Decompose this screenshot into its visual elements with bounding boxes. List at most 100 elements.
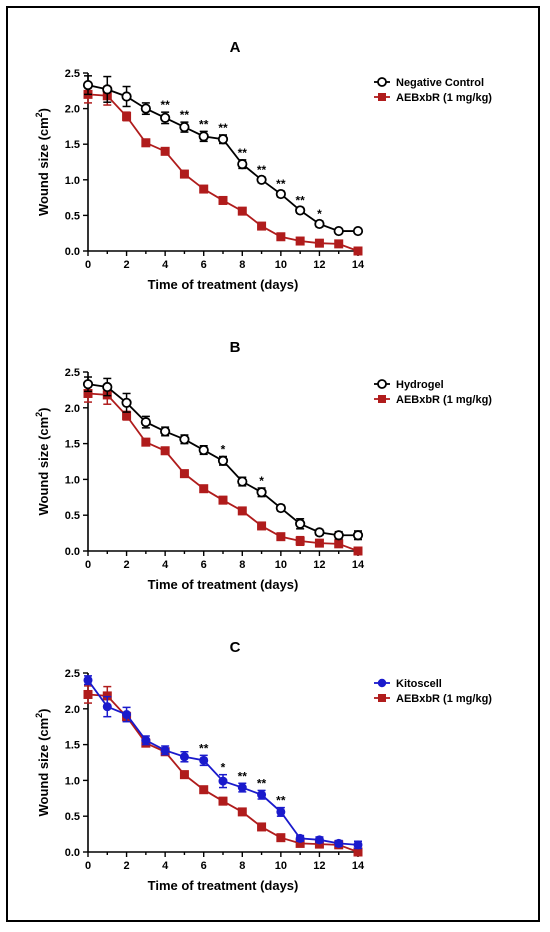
data-point [256, 174, 267, 185]
data-point [334, 838, 344, 848]
y-tick-label: 0.0 [65, 246, 80, 258]
data-point [276, 232, 286, 242]
data-point [237, 783, 247, 793]
data-point [256, 487, 267, 498]
x-tick-label: 4 [162, 259, 169, 271]
y-axis-label-superscript: 2 [34, 412, 44, 417]
y-tick-label: 2.5 [65, 68, 80, 80]
x-tick-label: 6 [201, 259, 207, 271]
x-tick-label: 0 [85, 259, 91, 271]
data-point [141, 437, 151, 447]
data-point [257, 822, 267, 832]
x-tick-label: 12 [313, 559, 325, 571]
data-point [295, 236, 305, 246]
data-point [237, 807, 247, 817]
y-tick-label: 1.0 [65, 175, 80, 187]
y-axis-label-superscript: 2 [34, 713, 44, 718]
y-axis-label-close: ) [36, 708, 51, 712]
y-axis-label-text: Wound size (cm [36, 718, 51, 817]
legend-label: AEBxbR (1 mg/kg) [396, 92, 492, 104]
significance-marker: ** [160, 98, 170, 112]
data-point [334, 239, 344, 249]
data-point [352, 225, 364, 237]
x-tick-label: 4 [162, 559, 169, 571]
data-point [160, 146, 170, 156]
data-point [237, 206, 247, 216]
data-point [352, 530, 364, 541]
data-point [179, 434, 190, 445]
y-tick-label: 0.5 [65, 210, 80, 222]
y-axis-label-text: Wound size (cm [36, 117, 51, 216]
panel-title: C [230, 639, 241, 656]
data-point [353, 840, 363, 850]
x-tick-label: 8 [239, 259, 245, 271]
data-point [295, 205, 306, 216]
data-point [199, 785, 209, 795]
x-axis-label: Time of treatment (days) [148, 878, 299, 893]
data-point [179, 122, 190, 133]
data-point [295, 838, 305, 848]
data-point [160, 112, 171, 123]
x-tick-label: 8 [239, 860, 245, 872]
data-point [334, 539, 344, 549]
data-point [141, 735, 151, 745]
y-axis-label: Wound size (cm2) [34, 108, 51, 216]
data-point [295, 518, 306, 529]
x-tick-label: 0 [85, 860, 91, 872]
chart-panel-a: A 0.0 0.5 1.0 1.5 2.0 2.5 0 2 4 6 8 10 12 14 Time of tr… [34, 39, 492, 292]
significance-marker: ** [180, 108, 190, 122]
legend-marker [378, 694, 386, 702]
data-point [83, 388, 93, 398]
data-point [237, 506, 247, 516]
x-tick-label: 10 [275, 559, 287, 571]
data-point [276, 833, 286, 843]
y-tick-label: 0.0 [65, 847, 80, 859]
y-tick-label: 1.0 [65, 775, 80, 787]
panel-title: A [230, 39, 241, 56]
y-axis-label: Wound size (cm2) [34, 407, 51, 515]
data-point [102, 702, 112, 712]
y-axis-label-close: ) [36, 108, 51, 112]
data-point [122, 411, 132, 421]
data-point [218, 195, 228, 205]
y-tick-label: 1.5 [65, 439, 80, 451]
panel-title: B [230, 339, 241, 356]
chart-panel-b: B 0.0 0.5 1.0 1.5 2.0 2.5 0 2 4 6 8 10 12 14 Time of tr… [34, 339, 492, 592]
legend-marker [378, 93, 386, 101]
x-tick-label: 6 [201, 860, 207, 872]
significance-marker: ** [218, 121, 228, 135]
data-point [314, 527, 325, 538]
legend-marker [378, 395, 386, 403]
data-point [102, 381, 113, 393]
data-point [295, 536, 305, 546]
y-axis-label-superscript: 2 [34, 112, 44, 117]
data-point [353, 847, 363, 857]
data-point [314, 835, 324, 845]
y-axis-label-text: Wound size (cm [36, 417, 51, 516]
significance-marker: ** [238, 146, 248, 160]
data-point [353, 546, 363, 556]
data-point [198, 131, 209, 142]
data-point [257, 221, 267, 231]
x-axis-label: Time of treatment (days) [148, 277, 299, 292]
y-tick-label: 2.5 [65, 367, 80, 379]
y-tick-label: 1.5 [65, 139, 80, 151]
x-tick-label: 0 [85, 559, 91, 571]
y-tick-label: 2.0 [65, 104, 80, 116]
y-tick-label: 0.5 [65, 510, 80, 522]
x-tick-label: 2 [124, 559, 130, 571]
data-point [237, 159, 248, 170]
data-point [198, 444, 209, 456]
x-tick-label: 14 [352, 559, 365, 571]
data-point [83, 675, 93, 685]
significance-marker: ** [257, 776, 267, 790]
y-tick-label: 1.0 [65, 474, 80, 486]
data-point [122, 710, 132, 720]
x-tick-label: 12 [313, 860, 325, 872]
x-tick-label: 10 [275, 259, 287, 271]
data-point [333, 530, 344, 541]
x-tick-label: 4 [162, 860, 169, 872]
legend-label: Negative Control [396, 77, 484, 89]
data-point [217, 455, 229, 466]
data-point [102, 84, 113, 95]
